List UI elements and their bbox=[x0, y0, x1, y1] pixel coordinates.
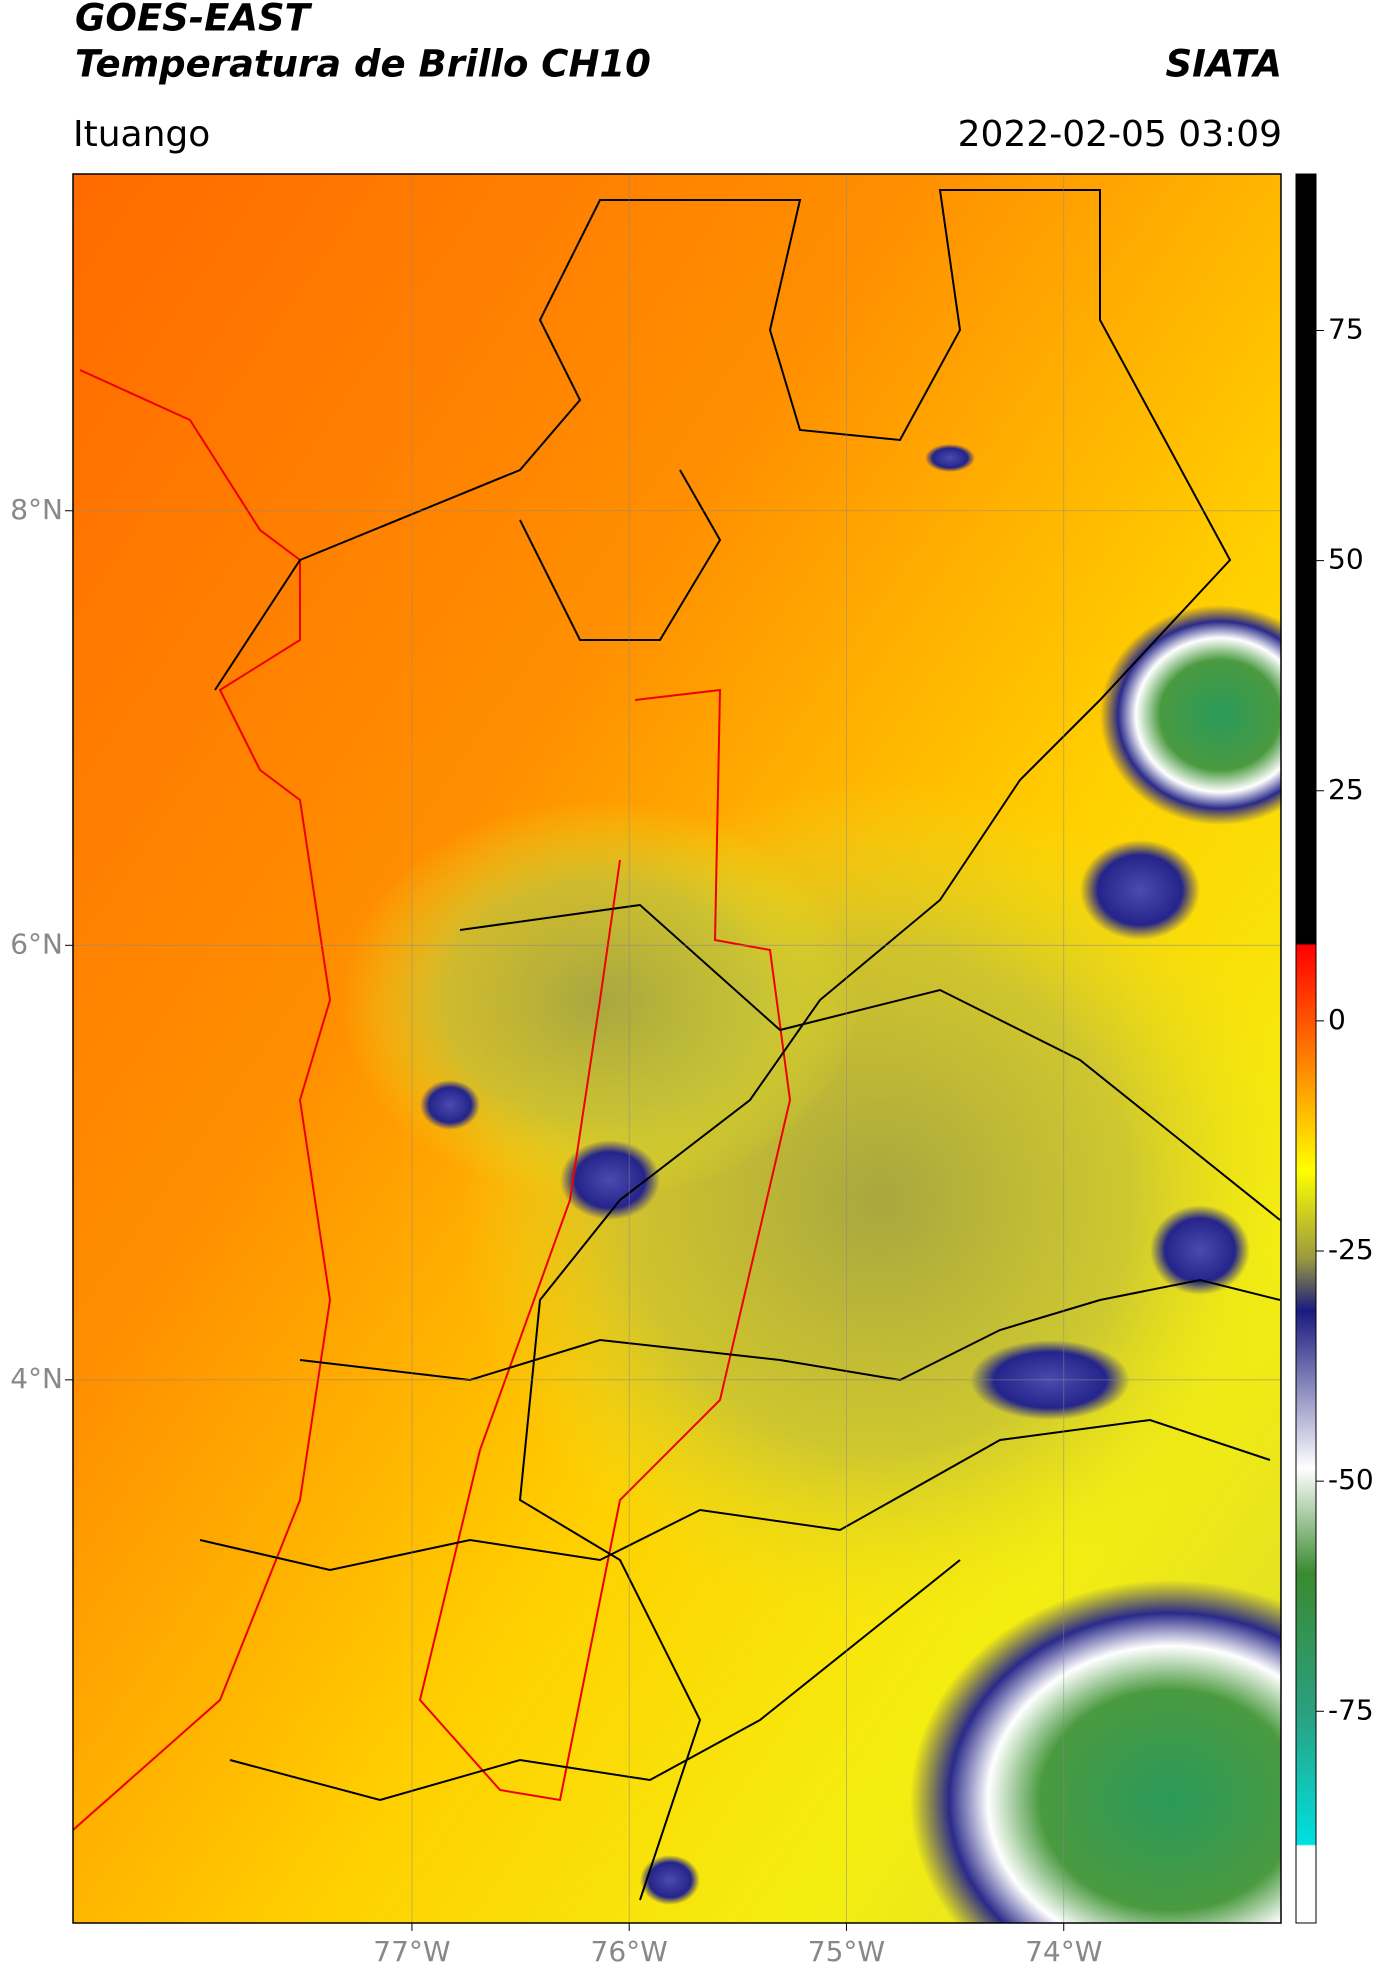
location: Ituango bbox=[73, 114, 210, 155]
colorbar-tick-label: 0 bbox=[1328, 1003, 1346, 1036]
colorbar bbox=[1295, 173, 1317, 1924]
colorbar-tick-label: 75 bbox=[1328, 312, 1364, 345]
source: SIATA bbox=[1165, 43, 1282, 86]
y-tick-label: 8°N bbox=[10, 493, 63, 526]
datetime: 2022-02-05 03:09 bbox=[958, 114, 1282, 155]
x-tick-label: 74°W bbox=[1025, 1935, 1102, 1968]
x-tick-label: 75°W bbox=[808, 1935, 885, 1968]
y-tick-label: 6°N bbox=[10, 927, 63, 960]
map-frame bbox=[72, 173, 1282, 1924]
x-tick-label: 76°W bbox=[591, 1935, 668, 1968]
subtitle: Temperatura de Brillo CH10 bbox=[75, 43, 651, 86]
title: GOES-EAST bbox=[75, 0, 313, 40]
x-tick-label: 77°W bbox=[373, 1935, 450, 1968]
y-tick-label: 4°N bbox=[10, 1362, 63, 1395]
colorbar-tick-label: -75 bbox=[1328, 1693, 1374, 1726]
colorbar-tick-label: -25 bbox=[1328, 1233, 1374, 1266]
colorbar-tick-label: -50 bbox=[1328, 1463, 1374, 1496]
satellite-image bbox=[73, 174, 1281, 1923]
colorbar-tick-label: 25 bbox=[1328, 773, 1364, 806]
colorbar-tick-label: 50 bbox=[1328, 543, 1364, 576]
